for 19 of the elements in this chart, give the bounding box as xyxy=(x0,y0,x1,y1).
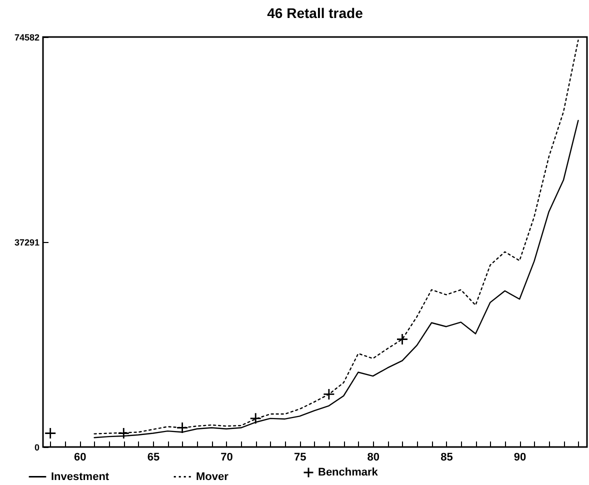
point xyxy=(396,333,408,346)
point xyxy=(176,422,188,434)
x-tick-label: 65 xyxy=(147,452,160,464)
point xyxy=(250,412,262,424)
y-tick-label: 74582 xyxy=(14,32,40,42)
y-tick-label: 37291 xyxy=(14,238,40,248)
x-tick-label: 60 xyxy=(74,452,86,464)
x-tick-label: 80 xyxy=(367,452,380,464)
point xyxy=(322,388,335,400)
line-series xyxy=(94,40,579,434)
x-tick-label: 75 xyxy=(294,452,306,464)
x-tick-label: 90 xyxy=(514,452,526,464)
x-tick-label: 70 xyxy=(220,452,233,464)
y-tick-label: 0 xyxy=(34,442,40,452)
legend-label: Mover xyxy=(196,470,230,483)
x-tick-label: 85 xyxy=(440,452,453,464)
chart-title: 46 Retall trade xyxy=(267,5,364,21)
legend-label: Investment xyxy=(51,470,110,483)
legend-label: Benchmark xyxy=(318,466,379,478)
